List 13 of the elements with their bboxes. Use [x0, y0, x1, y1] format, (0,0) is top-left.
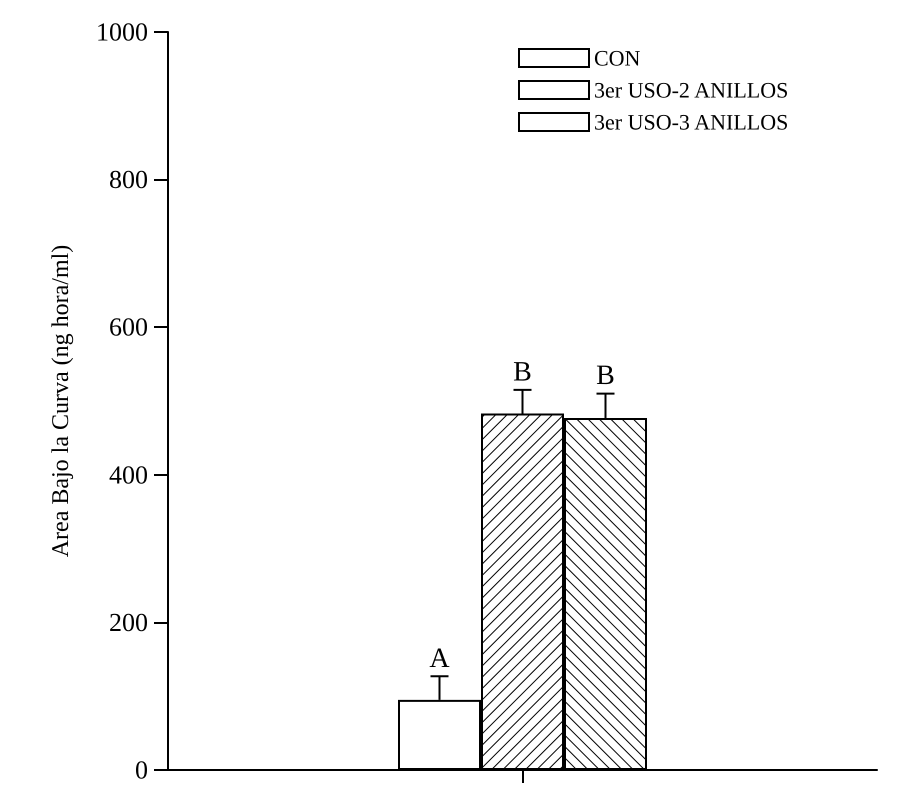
y-axis-title: Area Bajo la Curva (ng hora/ml)	[48, 244, 74, 558]
y-tick-label: 400	[109, 460, 148, 490]
annotation: A	[429, 642, 450, 674]
legend-label: CON	[594, 46, 641, 70]
annotation: B	[513, 356, 532, 388]
y-tick-label: 1000	[96, 18, 148, 46]
annotation: B	[596, 360, 615, 392]
y-tick-label: 200	[109, 608, 148, 637]
y-tick-label: 0	[135, 756, 148, 784]
y-tick-label: 800	[109, 165, 148, 194]
legend-label: 3er USO-2 ANILLOS	[594, 78, 788, 102]
y-tick-label: 600	[109, 312, 148, 342]
legend-label: 3er USO-3 ANILLOS	[594, 110, 788, 134]
